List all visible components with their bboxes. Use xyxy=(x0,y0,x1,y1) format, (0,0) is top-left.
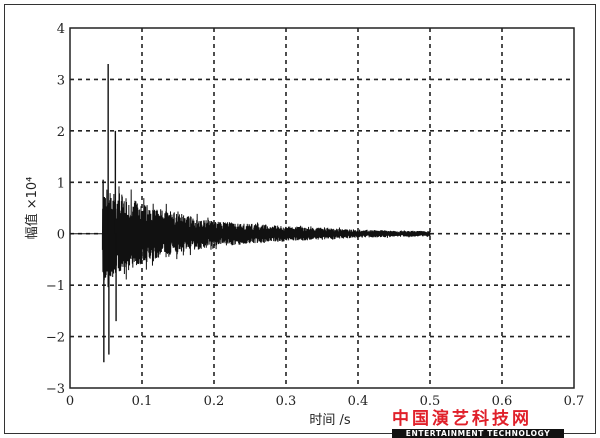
y-axis-label: 幅值 ×10⁴ xyxy=(24,177,40,240)
figure-frame xyxy=(4,4,596,434)
x-tick-label: 0.3 xyxy=(276,394,297,409)
x-tick-label: 0.5 xyxy=(420,394,441,409)
x-tick-label: 0.2 xyxy=(204,394,225,409)
waveform-line xyxy=(70,186,431,288)
y-tick-label: 3 xyxy=(57,73,65,88)
x-tick-label: 0.1 xyxy=(132,394,153,409)
x-tick-label: 0 xyxy=(66,394,74,409)
y-tick-label: 4 xyxy=(57,22,65,37)
x-axis-label: 时间 /s xyxy=(309,413,351,428)
watermark-cn: 中国演艺科技网 xyxy=(392,409,532,429)
y-tick-label: 0 xyxy=(57,228,65,243)
grid xyxy=(70,28,574,388)
y-tick-label: −3 xyxy=(46,382,65,397)
y-tick-label: 1 xyxy=(57,176,65,191)
watermark-en: ENTERTAINMENT TECHNOLOGY xyxy=(392,429,564,438)
y-tick-label: −1 xyxy=(46,279,65,294)
y-tick-label: −2 xyxy=(46,331,65,346)
plot-area-border xyxy=(69,27,575,389)
x-tick-label: 0.7 xyxy=(564,394,585,409)
x-tick-label: 0.4 xyxy=(348,394,369,409)
watermark-logo: 中国演艺科技网 ENTERTAINMENT TECHNOLOGY xyxy=(392,411,564,438)
y-tick-label: 2 xyxy=(57,125,65,140)
x-tick-label: 0.6 xyxy=(492,394,513,409)
waveform xyxy=(70,64,431,363)
